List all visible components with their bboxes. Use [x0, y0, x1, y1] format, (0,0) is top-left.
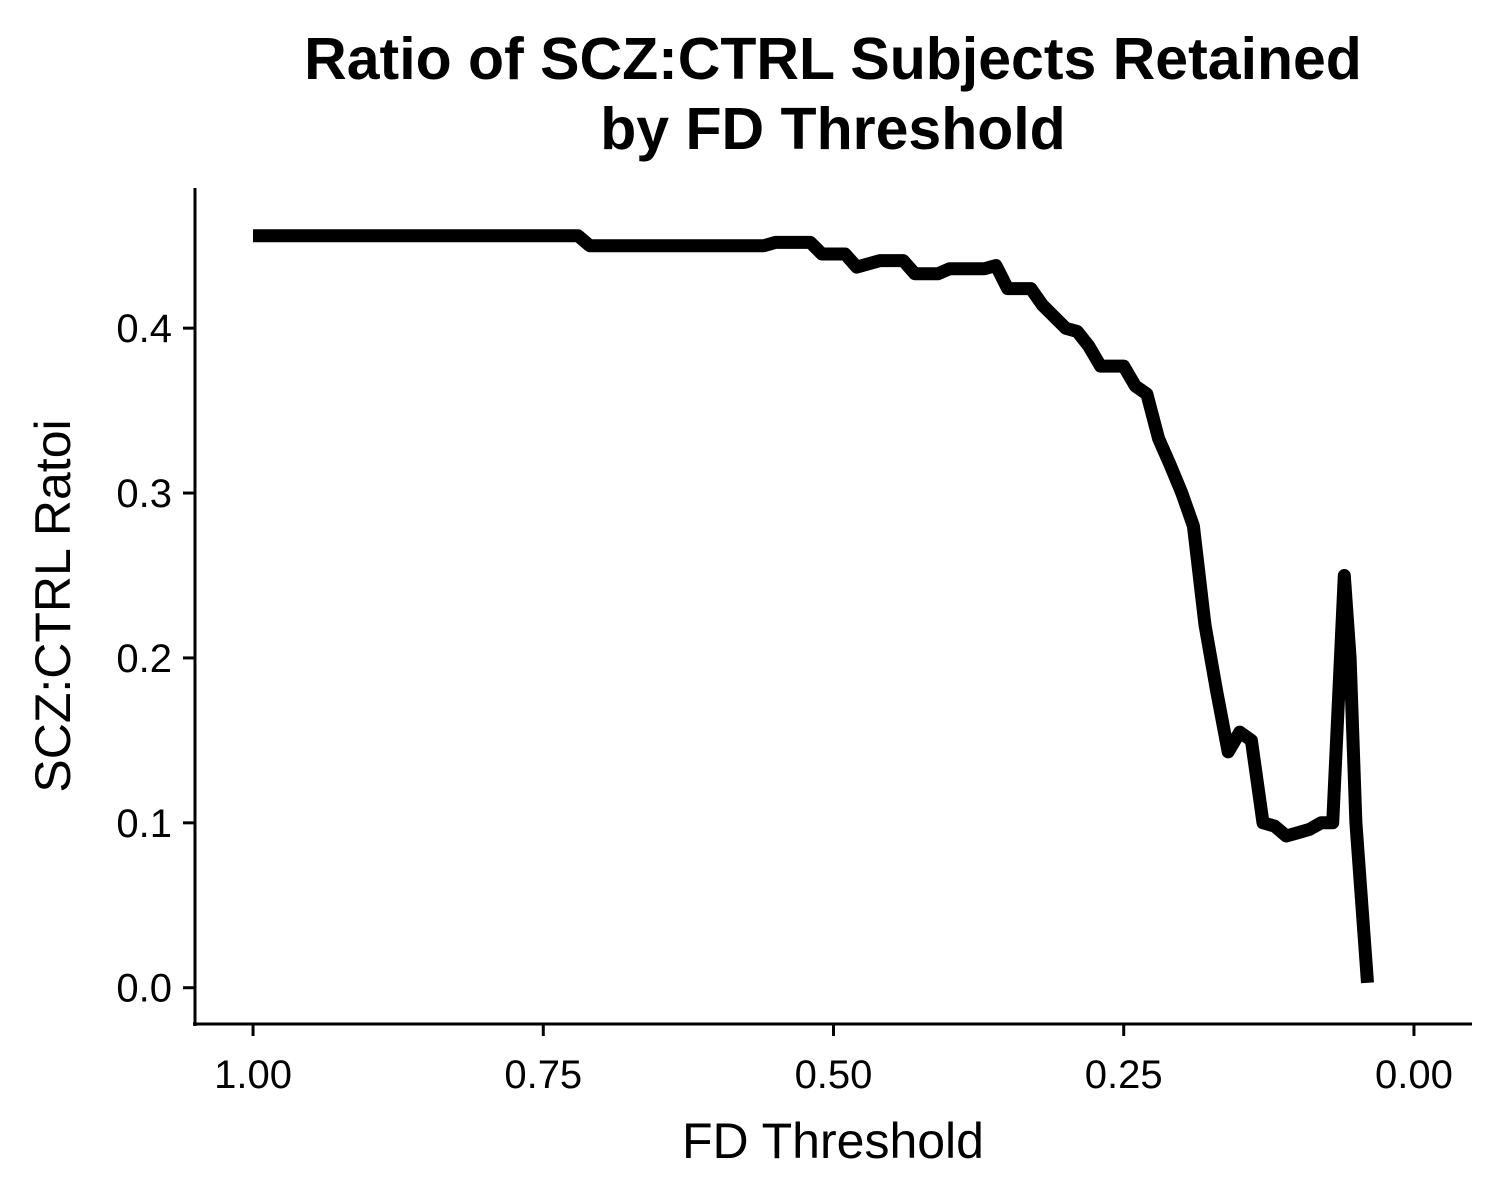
y-axis-title: SCZ:CTRL Ratoi [25, 419, 81, 792]
x-tick-label: 0.75 [504, 1053, 582, 1097]
series-line [253, 229, 1374, 984]
y-tick-label: 0.3 [116, 472, 172, 516]
chart-title-line-2: by FD Threshold [600, 96, 1065, 162]
x-axis-ticks: 1.00 0.75 0.50 0.25 0.00 [214, 1024, 1453, 1097]
y-tick-label: 0.4 [116, 307, 172, 351]
x-tick-label: 0.50 [795, 1053, 873, 1097]
chart-title: Ratio of SCZ:CTRL Subjects Retained by F… [304, 26, 1362, 162]
y-tick-label: 0.0 [116, 967, 172, 1011]
x-tick-label: 1.00 [214, 1053, 292, 1097]
y-tick-label: 0.1 [116, 802, 172, 846]
y-axis-ticks: 0.0 0.1 0.2 0.3 0.4 [116, 307, 195, 1011]
y-tick-label: 0.2 [116, 637, 172, 681]
plot-series [253, 229, 1374, 984]
chart-title-line-1: Ratio of SCZ:CTRL Subjects Retained [304, 26, 1362, 92]
x-tick-label: 0.00 [1375, 1053, 1453, 1097]
x-axis-title: FD Threshold [682, 1113, 984, 1169]
x-tick-label: 0.25 [1085, 1053, 1163, 1097]
